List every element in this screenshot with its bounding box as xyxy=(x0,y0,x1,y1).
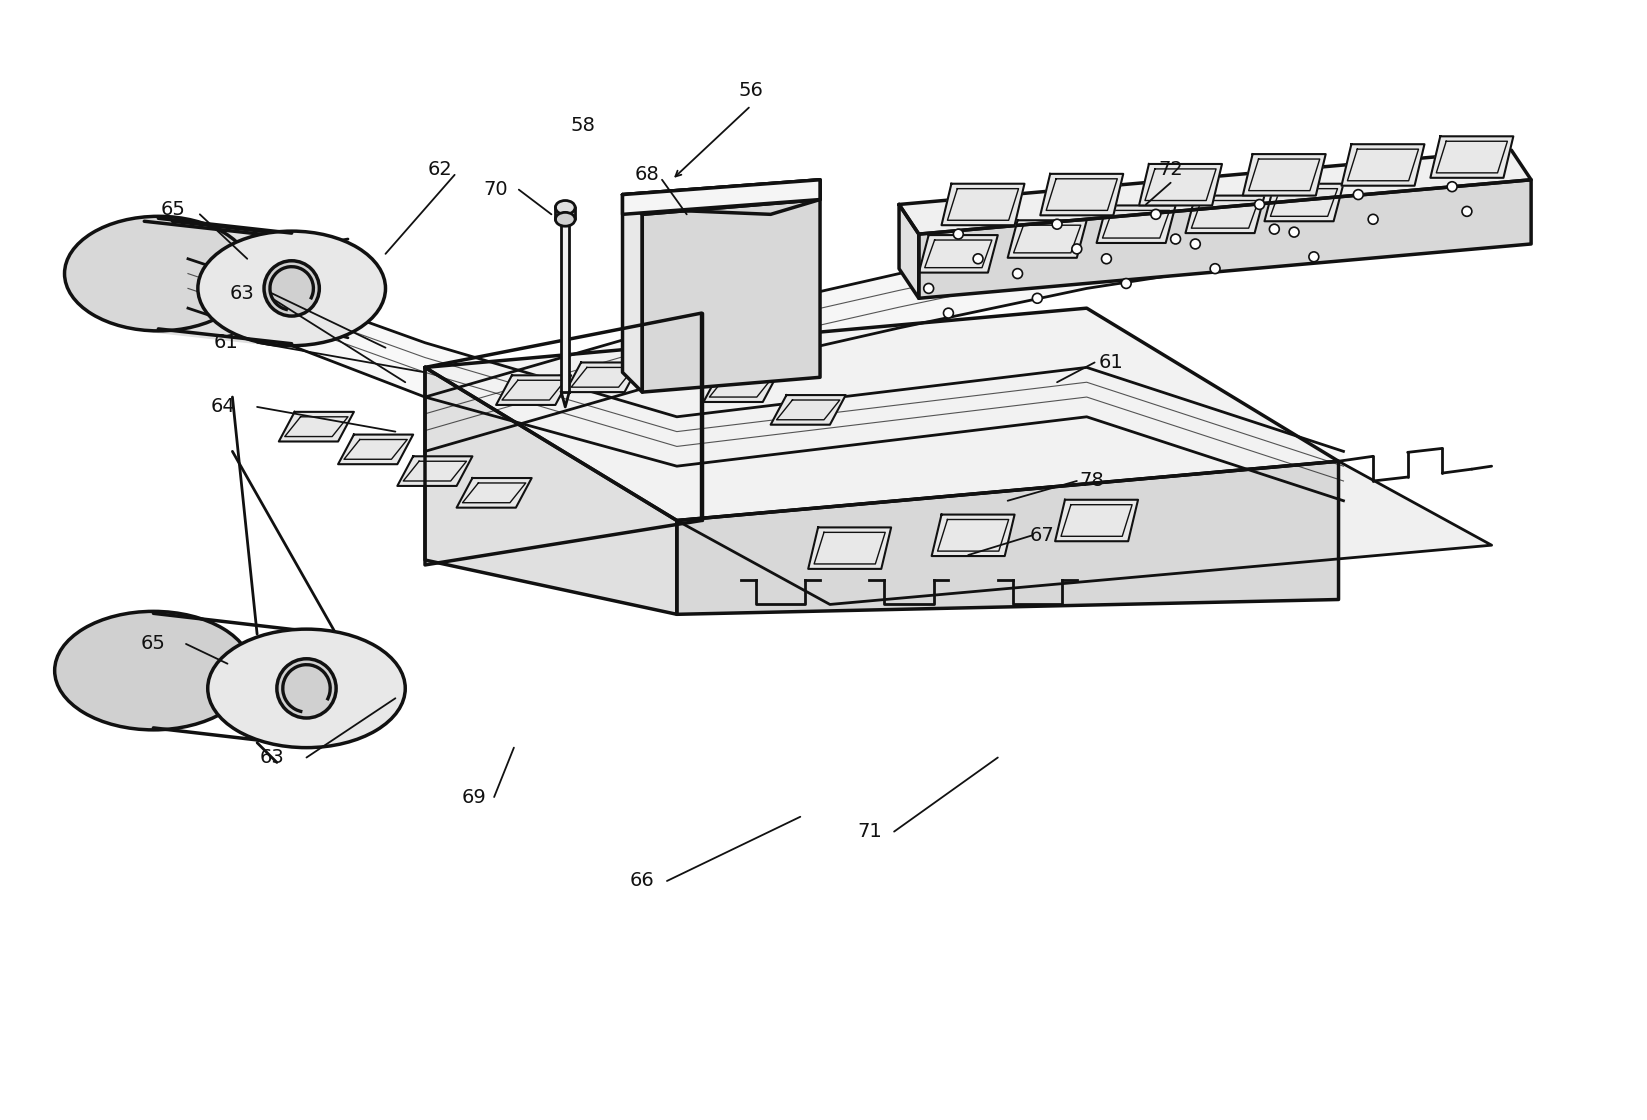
Polygon shape xyxy=(623,180,820,214)
Polygon shape xyxy=(496,375,572,405)
Ellipse shape xyxy=(208,629,405,748)
Ellipse shape xyxy=(555,213,575,226)
Circle shape xyxy=(1033,293,1043,304)
Polygon shape xyxy=(703,372,779,402)
Text: 63: 63 xyxy=(260,748,285,767)
Polygon shape xyxy=(1186,196,1265,233)
Polygon shape xyxy=(899,205,919,298)
Polygon shape xyxy=(69,671,390,689)
Polygon shape xyxy=(278,412,354,441)
Text: 65: 65 xyxy=(142,634,166,653)
Polygon shape xyxy=(565,363,641,392)
Polygon shape xyxy=(338,435,413,464)
Polygon shape xyxy=(623,180,820,214)
Ellipse shape xyxy=(54,612,252,730)
Text: 64: 64 xyxy=(211,398,236,417)
Circle shape xyxy=(944,308,954,318)
Text: 56: 56 xyxy=(738,82,763,101)
Ellipse shape xyxy=(555,200,575,214)
Circle shape xyxy=(1369,214,1379,224)
Polygon shape xyxy=(771,395,845,424)
Polygon shape xyxy=(188,259,1344,501)
Text: 63: 63 xyxy=(231,283,255,302)
Polygon shape xyxy=(942,184,1024,225)
Polygon shape xyxy=(425,195,1344,451)
Circle shape xyxy=(1211,263,1220,273)
Text: 67: 67 xyxy=(1029,525,1054,544)
Circle shape xyxy=(924,283,934,293)
Polygon shape xyxy=(1008,221,1087,258)
Circle shape xyxy=(264,261,320,316)
Text: 78: 78 xyxy=(1079,472,1103,491)
Polygon shape xyxy=(555,207,575,220)
Polygon shape xyxy=(1041,174,1123,215)
Polygon shape xyxy=(1243,155,1326,196)
Polygon shape xyxy=(1430,137,1514,178)
Polygon shape xyxy=(425,367,677,614)
Text: 58: 58 xyxy=(570,116,596,134)
Text: 61: 61 xyxy=(212,334,237,352)
Text: 71: 71 xyxy=(856,822,881,841)
Circle shape xyxy=(1052,220,1062,230)
Polygon shape xyxy=(456,478,532,507)
Text: 70: 70 xyxy=(484,180,509,199)
Polygon shape xyxy=(1097,205,1176,243)
Polygon shape xyxy=(809,528,891,569)
Circle shape xyxy=(1191,239,1201,249)
Polygon shape xyxy=(919,180,1532,298)
Circle shape xyxy=(1072,244,1082,254)
Text: 62: 62 xyxy=(428,160,453,179)
Circle shape xyxy=(1122,279,1131,289)
Circle shape xyxy=(1270,224,1280,234)
Circle shape xyxy=(1255,199,1265,209)
Polygon shape xyxy=(562,214,570,392)
Circle shape xyxy=(1463,206,1472,216)
Text: 69: 69 xyxy=(463,787,488,806)
Polygon shape xyxy=(1342,144,1425,186)
Polygon shape xyxy=(642,199,820,392)
Text: 68: 68 xyxy=(634,166,659,185)
Polygon shape xyxy=(397,456,473,486)
Circle shape xyxy=(1290,227,1299,237)
Circle shape xyxy=(1309,252,1319,262)
Circle shape xyxy=(277,659,336,718)
Circle shape xyxy=(1151,209,1161,220)
Polygon shape xyxy=(677,461,1339,614)
Polygon shape xyxy=(1265,184,1344,222)
Circle shape xyxy=(1448,181,1458,192)
Polygon shape xyxy=(84,273,367,289)
Text: 61: 61 xyxy=(1099,353,1123,372)
Circle shape xyxy=(1102,254,1112,263)
Text: 66: 66 xyxy=(629,871,654,890)
Text: 72: 72 xyxy=(1158,160,1183,179)
Ellipse shape xyxy=(64,216,252,330)
Circle shape xyxy=(973,254,983,263)
Text: 65: 65 xyxy=(161,199,186,218)
Polygon shape xyxy=(919,235,998,272)
Polygon shape xyxy=(1056,500,1138,541)
Circle shape xyxy=(1013,269,1023,279)
Circle shape xyxy=(954,230,963,239)
Ellipse shape xyxy=(198,231,385,346)
Polygon shape xyxy=(1140,164,1222,205)
Polygon shape xyxy=(623,195,642,392)
Circle shape xyxy=(1354,189,1364,199)
Circle shape xyxy=(1171,234,1181,244)
Polygon shape xyxy=(143,216,277,346)
Polygon shape xyxy=(632,349,708,380)
Polygon shape xyxy=(425,308,1339,521)
Polygon shape xyxy=(899,150,1532,234)
Polygon shape xyxy=(932,514,1015,556)
Polygon shape xyxy=(677,461,1492,605)
Polygon shape xyxy=(623,180,820,214)
